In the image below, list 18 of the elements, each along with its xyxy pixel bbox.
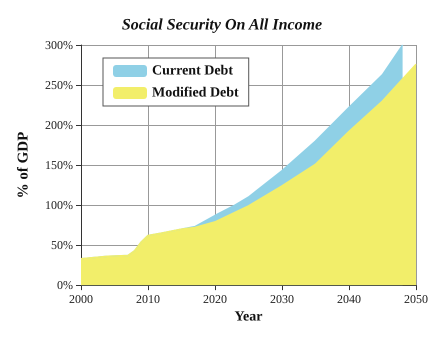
chart-title: Social Security On All Income xyxy=(122,16,322,34)
x-tick-label: 2000 xyxy=(69,292,93,306)
y-tick-label: 50% xyxy=(51,238,73,252)
y-tick-label: 150% xyxy=(45,158,73,172)
y-tick-label: 0% xyxy=(57,278,73,292)
y-tick-label: 250% xyxy=(45,78,73,92)
y-tick-label: 200% xyxy=(45,118,73,132)
y-axis-title: % of GDP xyxy=(16,132,32,198)
y-tick-label: 100% xyxy=(45,198,73,212)
x-tick-label: 2050 xyxy=(404,292,428,306)
x-tick-label: 2010 xyxy=(136,292,160,306)
legend-label: Modified Debt xyxy=(152,86,240,100)
y-tick-label: 300% xyxy=(45,38,73,52)
x-axis-title: Year xyxy=(234,310,262,324)
x-tick-label: 2030 xyxy=(270,292,294,306)
x-tick-label: 2020 xyxy=(203,292,227,306)
legend-label: Current Debt xyxy=(152,64,234,78)
x-tick-label: 2040 xyxy=(337,292,361,306)
